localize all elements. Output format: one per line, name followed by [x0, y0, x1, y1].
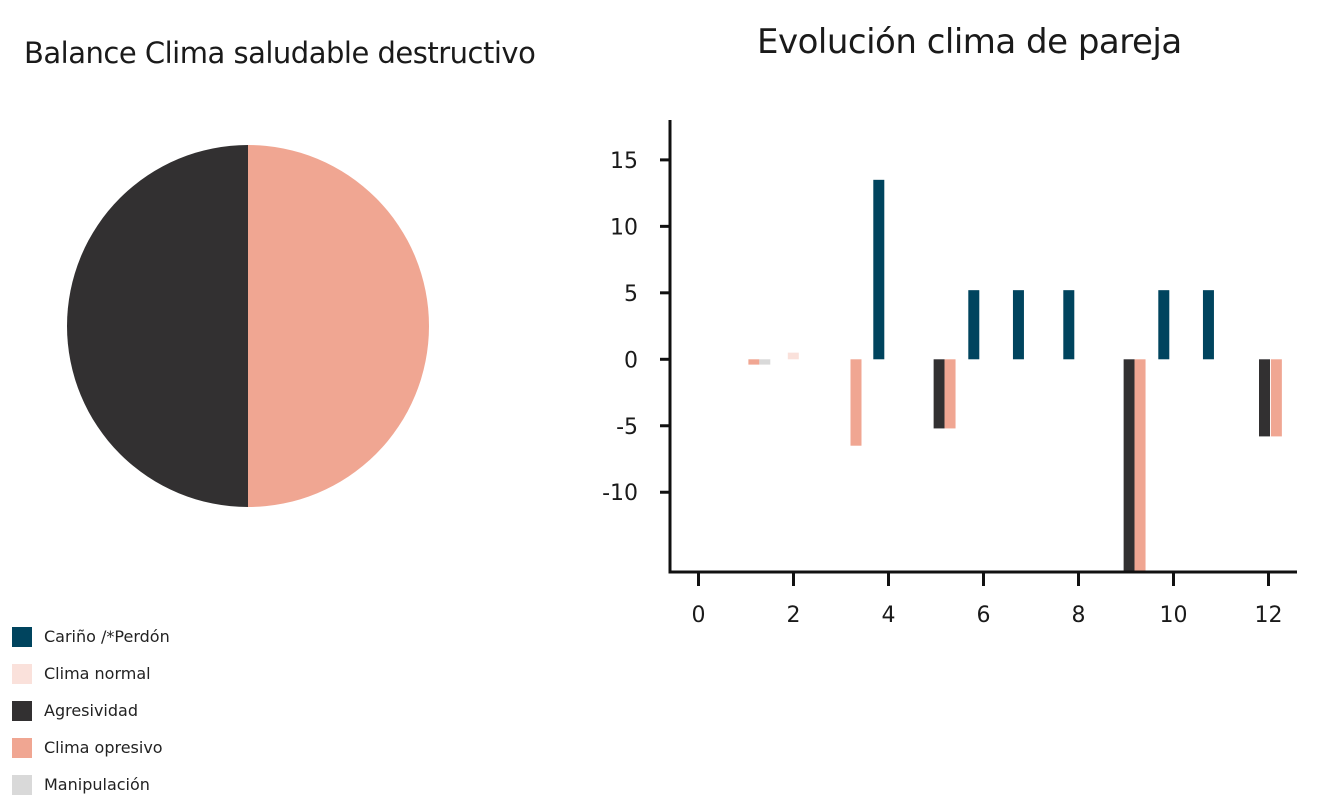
x-tick-label: 10 [1160, 603, 1188, 628]
bar-chart: 15 10 5 0 -5 -10 0 2 4 6 8 10 12 [602, 120, 1297, 628]
x-tick-label: 8 [1072, 603, 1086, 628]
legend-swatch [12, 774, 32, 795]
y-tick-label: 0 [624, 348, 638, 373]
bar-agresividad [1123, 359, 1135, 572]
legend-item-carino-perdon: Cariño /*Perdón [12, 618, 170, 655]
bar-manipulacion [759, 359, 771, 365]
bar-layer [748, 179, 1282, 572]
legend-swatch [12, 737, 32, 758]
x-tick-label: 12 [1255, 603, 1283, 628]
y-tick-label: 10 [610, 215, 638, 240]
bar-carino-perdon [968, 290, 980, 360]
y-tick-label: -5 [616, 415, 638, 440]
bar-agresividad [933, 359, 945, 429]
y-tick-label: 5 [624, 282, 638, 307]
legend: Cariño /*Perdón Clima normal Agresividad… [12, 618, 170, 803]
bar-chart-title: Evolución clima de pareja [757, 22, 1182, 62]
bar-clima-opresivo [850, 359, 862, 446]
pie-chart-title: Balance Clima saludable destructivo [24, 36, 536, 70]
legend-item-manipulacion: Manipulación [12, 766, 170, 803]
bar-clima-normal [787, 352, 799, 360]
legend-swatch [12, 626, 32, 647]
bar-carino-perdon [1202, 290, 1214, 360]
legend-label: Cariño /*Perdón [44, 627, 170, 646]
y-tick-label: -10 [602, 481, 638, 506]
bar-agresividad [1259, 359, 1270, 437]
legend-item-agresividad: Agresividad [12, 692, 170, 729]
x-tick-label: 2 [787, 603, 801, 628]
axis-layer: 15 10 5 0 -5 -10 0 2 4 6 8 10 12 [602, 120, 1297, 628]
bar-carino-perdon [1158, 290, 1170, 360]
bar-carino-perdon [1012, 290, 1024, 360]
legend-item-clima-normal: Clima normal [12, 655, 170, 692]
pie-chart [67, 145, 429, 507]
bar-clima-opresivo [748, 359, 760, 365]
bar-carino-perdon [1063, 290, 1075, 360]
pie-slice-clima-opresivo [248, 145, 429, 507]
legend-label: Agresividad [44, 701, 138, 720]
legend-swatch [12, 663, 32, 684]
bar-clima-opresivo [1134, 359, 1146, 572]
bar-carino-perdon [873, 179, 885, 360]
bar-clima-opresivo [1270, 359, 1282, 437]
x-tick-label: 0 [692, 603, 706, 628]
y-tick-label: 15 [610, 149, 638, 174]
x-tick-label: 6 [977, 603, 991, 628]
legend-label: Manipulación [44, 775, 150, 794]
legend-label: Clima normal [44, 664, 151, 683]
bar-clima-opresivo [944, 359, 956, 429]
legend-swatch [12, 700, 32, 721]
legend-label: Clima opresivo [44, 738, 163, 757]
pie-slice-agresividad [67, 145, 248, 507]
legend-item-clima-opresivo: Clima opresivo [12, 729, 170, 766]
x-tick-label: 4 [882, 603, 896, 628]
